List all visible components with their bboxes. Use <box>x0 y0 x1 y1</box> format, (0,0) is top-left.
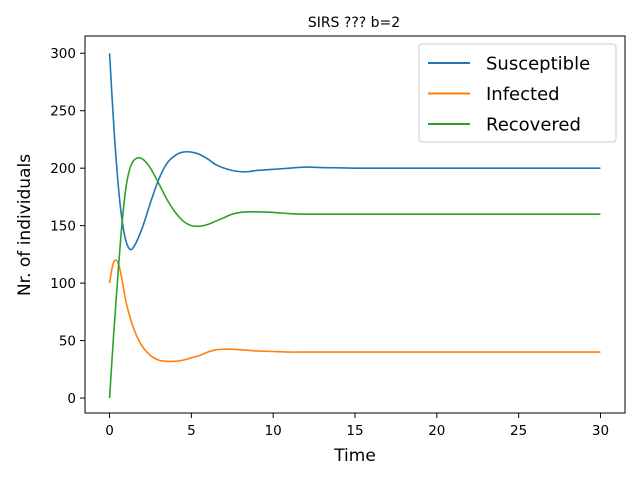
y-tick-label: 100 <box>50 276 76 292</box>
y-tick-label: 250 <box>50 104 76 120</box>
series-line-infected <box>108 259 601 363</box>
series-line-susceptible <box>108 53 601 251</box>
y-tick-label: 50 <box>59 334 76 350</box>
y-tick-label: 0 <box>67 391 76 407</box>
legend-label-susceptible: Susceptible <box>486 54 590 75</box>
legend-label-infected: Infected <box>486 84 560 105</box>
x-tick-label: 30 <box>592 423 609 439</box>
y-tick-label: 200 <box>50 161 76 177</box>
legend-label-recovered: Recovered <box>486 115 581 136</box>
x-tick-label: 20 <box>428 423 445 439</box>
x-tick-label: 10 <box>265 423 282 439</box>
y-axis-label: Nr. of individuals <box>15 154 35 296</box>
chart-title: SIRS ??? b=2 <box>308 15 400 31</box>
legend-box <box>418 43 617 143</box>
series-line-recovered <box>108 157 601 399</box>
series-layer <box>108 53 601 399</box>
y-ticks: 0 50 100 150 200 250 300 <box>50 46 85 407</box>
x-tick-label: 0 <box>105 423 114 439</box>
legend: Susceptible Infected Recovered <box>418 43 617 143</box>
x-tick-label: 25 <box>510 423 527 439</box>
x-ticks: 0 5 10 15 20 25 30 <box>105 413 609 439</box>
x-tick-label: 5 <box>187 423 196 439</box>
y-tick-label: 300 <box>50 46 76 62</box>
x-tick-label: 15 <box>346 423 363 439</box>
y-tick-label: 150 <box>50 219 76 235</box>
x-axis-label: Time <box>333 446 376 466</box>
